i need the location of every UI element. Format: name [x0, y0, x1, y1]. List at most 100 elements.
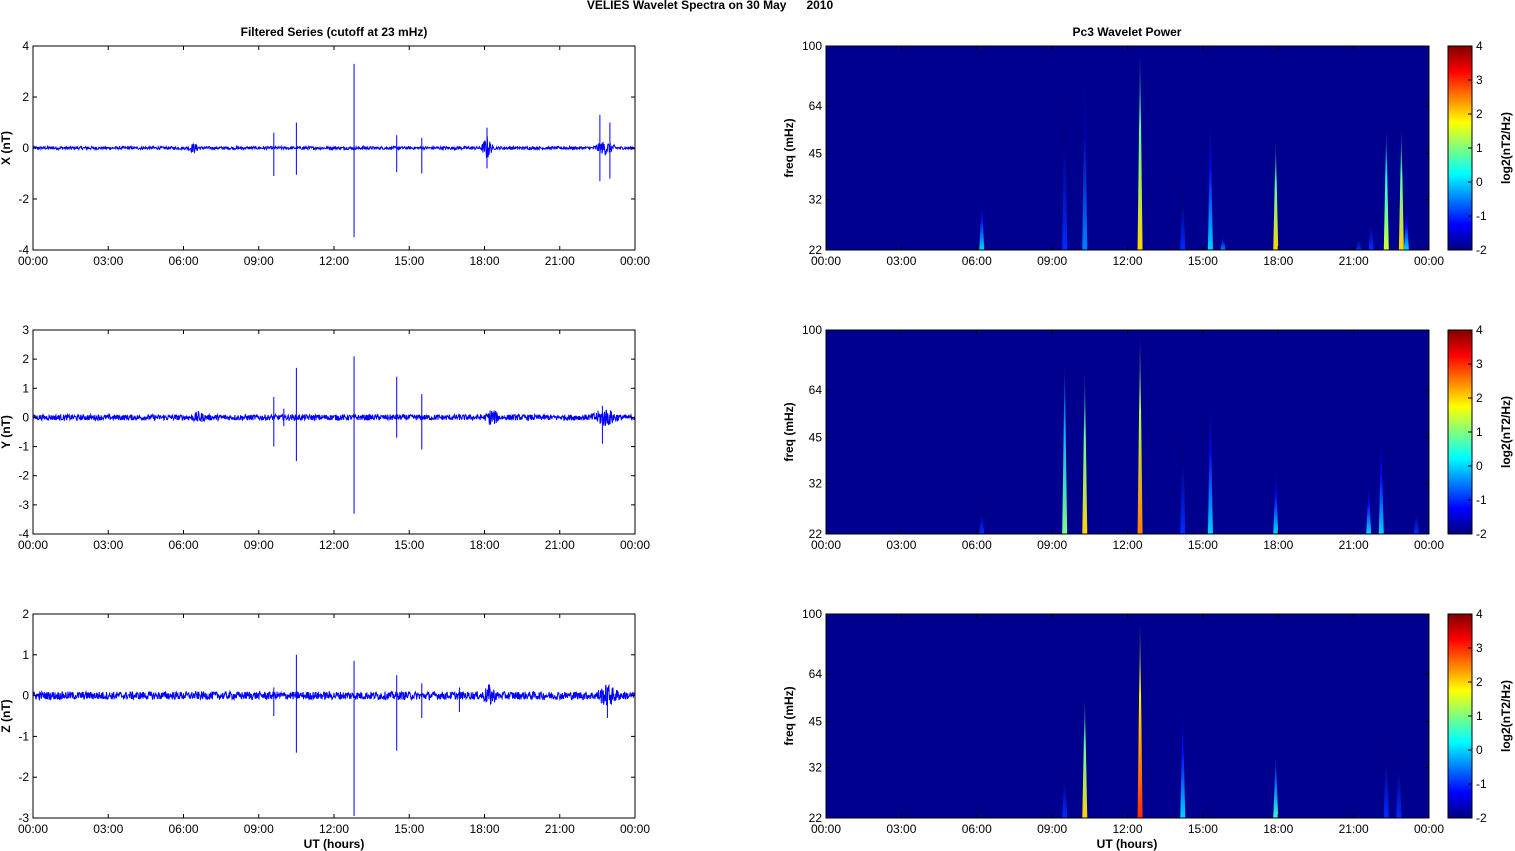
colorbar-label: log2(nT2/Hz)	[1499, 396, 1513, 468]
power-feature	[1273, 139, 1279, 250]
ytick-label: 22	[809, 527, 823, 541]
x-axis-xtick-label: 03:00	[886, 822, 916, 836]
colorbar-tick-label: 3	[1476, 357, 1483, 371]
ytick-label: 0	[22, 410, 29, 424]
x-axis-xtick-label: 03:00	[886, 538, 916, 552]
spectrogram-features	[979, 46, 1409, 250]
x-axis-xtick-label: 12:00	[1112, 254, 1142, 268]
power-feature	[1366, 483, 1372, 534]
trace-group	[33, 356, 635, 514]
x-axis-xtick-label: 09:00	[244, 822, 274, 836]
colorbar-tick-label: -2	[1476, 243, 1487, 257]
ytick-label: 1	[22, 648, 29, 662]
x-axis-xtick-label: 00:00	[18, 822, 48, 836]
ylabel: Z (nT)	[0, 699, 13, 732]
spectrogram-features	[1062, 614, 1402, 818]
x-axis-xtick-label: 12:00	[319, 254, 349, 268]
x-axis-xtick-label: 12:00	[319, 822, 349, 836]
ytick-label: 0	[22, 689, 29, 703]
x-axis-xtick-label: 21:00	[545, 254, 575, 268]
x-axis-xtick-label: 15:00	[1188, 822, 1218, 836]
power-feature	[1180, 707, 1186, 818]
ytick-label: 45	[809, 715, 823, 729]
colorbar-tick-label: 3	[1476, 641, 1483, 655]
colorbar-tick-label: 2	[1476, 391, 1483, 405]
colorbar-tick-label: 3	[1476, 73, 1483, 87]
filtered-series-x-panel: 420-2-400:00 03:00 06:00 09:00 12:00 15:00 18:…	[0, 39, 650, 268]
power-feature	[1137, 46, 1143, 250]
colorbar-label: log2(nT2/Hz)	[1499, 112, 1513, 184]
x-axis-xtick-label: 00:00	[1414, 538, 1444, 552]
plot-area	[33, 330, 635, 534]
ylabel: Y (nT)	[0, 415, 13, 449]
ytick-label: 4	[22, 39, 29, 53]
ytick-label: -1	[18, 440, 29, 454]
ytick-label: 22	[809, 243, 823, 257]
power-feature	[1082, 368, 1088, 534]
ytick-label: -4	[18, 527, 29, 541]
x-axis-xtick-label: 03:00	[93, 822, 123, 836]
x-axis-xtick-label: 18:00	[1263, 254, 1293, 268]
x-axis-xtick-label: 03:00	[93, 254, 123, 268]
x-axis-xtick-label: 12:00	[1112, 822, 1142, 836]
ytick-label: -1	[18, 729, 29, 743]
spectrogram-background	[826, 330, 1429, 534]
x-axis-xtick-label: 15:00	[394, 254, 424, 268]
x-axis-xtick-label: 15:00	[1188, 538, 1218, 552]
power-feature	[1207, 398, 1213, 534]
colorbar-tick-label: 2	[1476, 675, 1483, 689]
trace-line	[33, 136, 635, 158]
ytick-label: 100	[802, 607, 822, 621]
ytick-label: 1	[22, 381, 29, 395]
ytick-label: 64	[809, 667, 823, 681]
x-axis-xtick-label: 03:00	[886, 254, 916, 268]
power-feature	[1082, 694, 1088, 818]
power-feature	[1273, 471, 1279, 534]
x-axis-xtick-label: 12:00	[319, 538, 349, 552]
ytick-label: -2	[18, 192, 29, 206]
power-feature	[1082, 60, 1088, 250]
x-axis-xtick-label: 21:00	[1339, 538, 1369, 552]
ylabel: X (nT)	[0, 131, 13, 165]
colorbar-tick-label: -1	[1476, 777, 1487, 791]
trace-group	[33, 63, 635, 238]
power-feature	[1137, 614, 1143, 818]
power-feature	[1368, 208, 1374, 250]
plot-area	[33, 614, 635, 818]
x-axis-xtick-label: 09:00	[1037, 822, 1067, 836]
power-feature	[1180, 169, 1186, 250]
trace-line	[33, 409, 635, 427]
ytick-label: 32	[809, 761, 823, 775]
x-axis-xtick-label: 03:00	[93, 538, 123, 552]
colorbar-tick-label: 0	[1476, 743, 1483, 757]
x-axis-xtick-label: 12:00	[1112, 538, 1142, 552]
x-axis-xtick-label: 15:00	[394, 538, 424, 552]
colorbar-tick-label: -1	[1476, 493, 1487, 507]
power-feature	[1396, 737, 1402, 818]
ytick-label: 45	[809, 147, 823, 161]
colorbar-tick-label: 1	[1476, 709, 1483, 723]
x-axis-xtick-label: 18:00	[469, 254, 499, 268]
ytick-label: 2	[22, 607, 29, 621]
ytick-label: -4	[18, 243, 29, 257]
left-column-title: Filtered Series (cutoff at 23 mHz)	[241, 25, 428, 39]
ytick-label: 32	[809, 477, 823, 491]
x-axis-xtick-label: 00:00	[1414, 254, 1444, 268]
x-axis-xtick-label: 15:00	[1188, 254, 1218, 268]
colorbar-tick-label: 2	[1476, 107, 1483, 121]
power-feature	[1403, 208, 1409, 250]
x-axis-xtick-label: 09:00	[244, 538, 274, 552]
ytick-label: 100	[802, 323, 822, 337]
x-axis-xtick-label: 00:00	[811, 254, 841, 268]
ytick-label: 2	[22, 352, 29, 366]
x-axis-xtick-label: 21:00	[545, 822, 575, 836]
ytick-label: 3	[22, 323, 29, 337]
power-feature	[979, 199, 985, 250]
power-feature	[1062, 755, 1068, 818]
power-feature	[1062, 360, 1068, 534]
chart-panels: 420-2-400:00 03:00 06:00 09:00 12:00 15:00 18:…	[0, 39, 1513, 836]
ytick-label: 22	[809, 811, 823, 825]
ytick-label: 2	[22, 90, 29, 104]
x-axis-xtick-label: 21:00	[545, 538, 575, 552]
